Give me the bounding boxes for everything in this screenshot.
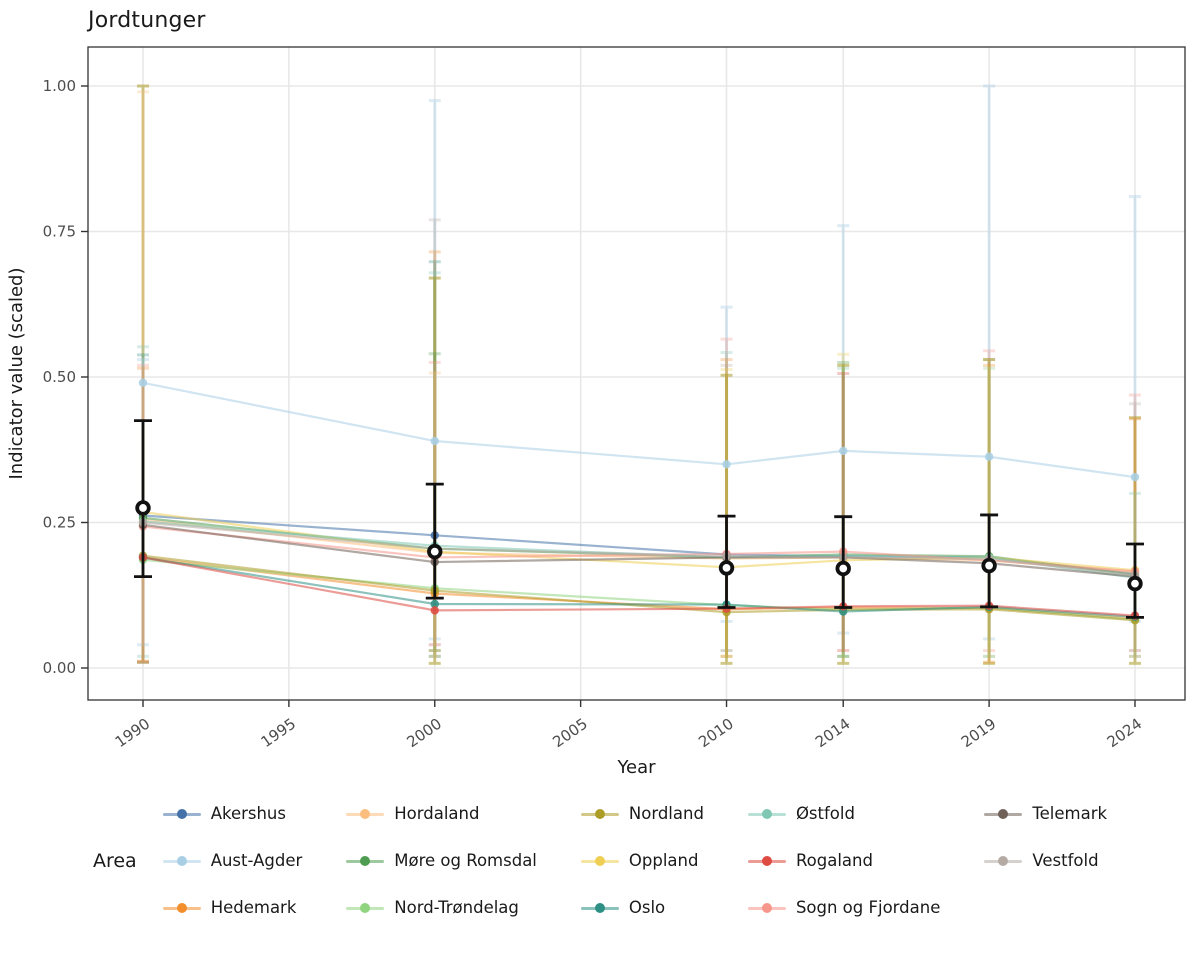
series-point-aust-agder xyxy=(839,446,848,456)
panel-border xyxy=(87,46,1186,701)
legend-key-icon xyxy=(162,902,201,913)
legend-label: Oppland xyxy=(628,851,699,870)
legend-title: Area xyxy=(92,849,137,872)
legend-item-more-og-romsdal: Møre og Romsdal xyxy=(346,849,537,872)
legend-key-icon xyxy=(580,855,619,866)
legend-item-oppland: Oppland xyxy=(580,849,704,872)
legend-label: Nord-Trøndelag xyxy=(394,898,519,917)
y-tick-label: 0.75 xyxy=(43,223,76,241)
chart-svg: 0.00 0.25 0.50 0.75 1.00 1990 1995 2000 2005 2010… xyxy=(6,46,1186,778)
legend-item-hordaland: Hordaland xyxy=(346,802,537,825)
mean-point xyxy=(1127,575,1143,592)
series-line-aust-agder xyxy=(142,381,1136,479)
legend-label: Hedemark xyxy=(210,898,297,917)
legend-key-icon xyxy=(580,902,619,913)
legend-key-icon xyxy=(346,902,385,913)
y-axis-title: Indicator value (scaled) xyxy=(6,267,27,479)
x-tick-label: 1995 xyxy=(258,715,300,752)
legend-key-icon xyxy=(984,855,1023,866)
mean-point xyxy=(981,557,997,574)
series-point-rogaland xyxy=(430,606,439,615)
legend-item-rogaland: Rogaland xyxy=(747,849,940,872)
legend-label: Telemark xyxy=(1032,804,1108,823)
legend-item-vestfold: Vestfold xyxy=(984,849,1107,872)
legend-item-hedemark: Hedemark xyxy=(162,896,303,919)
legend-key-icon xyxy=(580,808,619,819)
mean-point xyxy=(718,560,735,576)
x-tick-label: 2014 xyxy=(812,715,854,752)
legend-key-icon xyxy=(346,808,385,819)
legend-item-ostfold: Østfold xyxy=(747,802,940,825)
x-tick-label: 2024 xyxy=(1104,715,1146,752)
legend-item-aust-agder: Aust-Agder xyxy=(162,849,303,872)
legend-key-icon xyxy=(346,855,385,866)
legend-key-icon xyxy=(162,855,201,866)
series-point-aust-agder xyxy=(1130,472,1140,482)
legend-grid: Akershus Aust-Agder Hedemark Hordaland Møre … xyxy=(162,802,1107,919)
legend-item-nordland: Nordland xyxy=(580,802,704,825)
x-tick-label: 1990 xyxy=(112,715,154,752)
series-point-aust-agder xyxy=(984,452,994,461)
series-line-nordland xyxy=(142,554,1136,622)
legend-key-icon xyxy=(984,808,1023,819)
legend-label: Rogaland xyxy=(795,851,873,870)
legend-label: Sogn og Fjordane xyxy=(795,898,941,917)
legend-label: Akershus xyxy=(210,804,286,823)
legend-label: Aust-Agder xyxy=(210,851,303,870)
legend-key-icon xyxy=(747,808,786,819)
series-point-aust-agder xyxy=(138,378,148,388)
x-axis-title: Year xyxy=(616,757,656,778)
legend-key-icon xyxy=(747,855,786,866)
legend-key-icon xyxy=(747,902,786,913)
legend-item-telemark: Telemark xyxy=(984,802,1107,825)
legend-item-nord-trondelag: Nord-Trøndelag xyxy=(346,896,537,919)
chart-title: Jordtunger xyxy=(88,8,206,33)
legend-item-akershus: Akershus xyxy=(162,802,303,825)
series-point-oslo xyxy=(430,599,439,609)
legend-item-sogn-og-fjordane: Sogn og Fjordane xyxy=(747,896,941,919)
x-tick-label: 2019 xyxy=(958,715,1000,752)
legend-label: Vestfold xyxy=(1032,851,1099,870)
chart-area: Jordtunger 0.00 0.25 0.50 0.75 1.00 1990 1995 2… xyxy=(6,8,1186,778)
series-point-aust-agder xyxy=(430,436,439,446)
series-line-rogaland xyxy=(142,556,1136,617)
y-tick-label: 0.00 xyxy=(43,659,76,677)
legend-label: Nordland xyxy=(628,804,704,823)
y-tick-label: 1.00 xyxy=(43,77,76,95)
x-tick-label: 2000 xyxy=(403,715,445,752)
legend-key-icon xyxy=(162,808,201,819)
legend: Area Akershus Aust-Agder Hedemark Hordaland… xyxy=(0,802,1200,919)
mean-point xyxy=(135,500,151,516)
y-tick-label: 0.50 xyxy=(43,368,76,386)
legend-label: Oslo xyxy=(628,898,666,917)
x-tick-label: 2010 xyxy=(695,715,737,752)
y-tick-label: 0.25 xyxy=(43,514,76,532)
x-tick-label: 2005 xyxy=(549,715,591,752)
series-line-vestfold xyxy=(142,521,1136,576)
legend-label: Møre og Romsdal xyxy=(394,851,537,870)
series-point-aust-agder xyxy=(722,460,731,469)
legend-label: Hordaland xyxy=(394,804,480,823)
mean-point xyxy=(835,560,851,577)
mean-point xyxy=(427,543,443,560)
legend-item-oslo: Oslo xyxy=(580,896,704,919)
legend-label: Østfold xyxy=(795,804,855,823)
